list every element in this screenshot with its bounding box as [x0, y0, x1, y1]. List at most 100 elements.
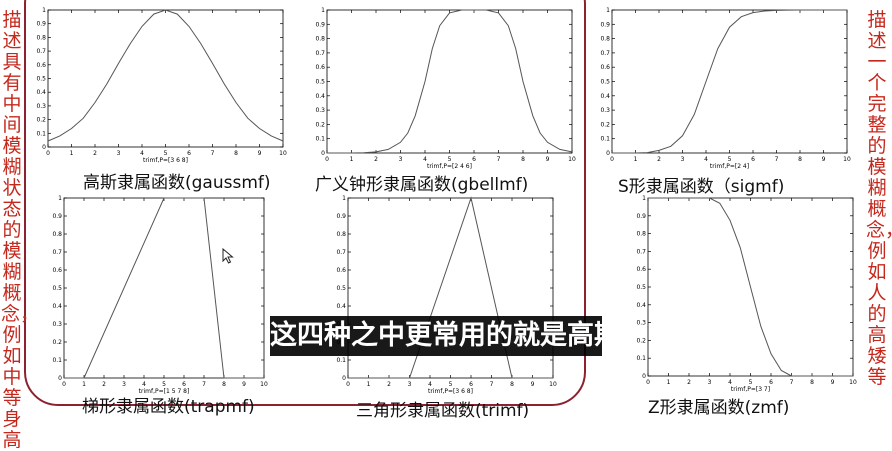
zmf-xtick-label: 1: [667, 379, 671, 386]
trimf-xtick-label: 4: [428, 381, 432, 388]
gaussmf-xtick-label: 2: [93, 150, 97, 157]
sigmf-ytick-label: 0.5: [600, 79, 610, 86]
trimf-ytick-label: 0: [342, 375, 346, 382]
zmf-xtick-label: 8: [810, 379, 814, 386]
gaussmf-ytick-label: 0.1: [36, 130, 46, 137]
zmf-series-line: [648, 197, 853, 377]
trapmf-xtick-label: 3: [122, 381, 126, 388]
gbellmf-ytick-label: 1: [321, 7, 325, 14]
trapmf-xtick-label: 9: [242, 381, 246, 388]
gaussmf-ytick-label: 0.6: [36, 62, 46, 69]
trimf-xtick-label: 0: [346, 381, 350, 388]
chart-gaussmf-plot: 0 1 2 3 4 5 6 7 8 9 10 0 0.1 0.2 0.3 0.4 0.5 0.6 0.7 0.8 0.9…: [36, 7, 287, 164]
gbellmf-xtick-label: 6: [472, 156, 476, 163]
trapmf-ytick-label: 0.9: [52, 213, 62, 220]
trimf-ytick-label: 0.6: [336, 267, 346, 274]
trimf-xtick-label: 10: [549, 381, 557, 388]
chart-trapmf: 0 1 2 3 4 5 6 7 8 9 10 0 0.1 0.2 0.3 0.4 0.5 0.6 0.7 0.8 0.9…: [42, 193, 274, 417]
gaussmf-xtick-label: 10: [279, 150, 287, 157]
trimf-ytick-label: 1: [342, 195, 346, 202]
zmf-xtick-label: 10: [849, 379, 857, 386]
sigmf-ytick-label: 0.7: [600, 50, 610, 57]
zmf-xtick-label: 6: [769, 379, 773, 386]
gaussmf-ytick-label: 0.8: [36, 34, 46, 41]
sigmf-xtick-label: 3: [681, 156, 685, 163]
sigmf-ytick-label: 0: [606, 150, 610, 157]
zmf-xlabel: trimf,P=[3 7]: [731, 386, 770, 393]
sigmf-ytick-label: 0.8: [600, 36, 610, 43]
gbellmf-ytick-label: 0.3: [315, 107, 325, 114]
trapmf-xtick-label: 8: [222, 381, 226, 388]
trapmf-xlabel: trimf,P=[1 5 7 8]: [139, 388, 190, 395]
gbellmf-xtick-label: 4: [423, 156, 427, 163]
trimf-ytick-label: 0.4: [336, 303, 346, 310]
trapmf-ytick-label: 0: [58, 375, 62, 382]
sigmf-xtick-label: 9: [822, 156, 826, 163]
trimf-ytick-label: 0.8: [336, 231, 346, 238]
trapmf-ytick-label: 0.2: [52, 339, 62, 346]
chart-zmf: 0 1 2 3 4 5 6 7 8 9 10 0 0.1 0.2 0.3 0.4 0.5 0.6 0.7 0.8 0.9…: [628, 193, 868, 418]
gbellmf-xtick-label: 7: [497, 156, 501, 163]
caption-sigmf: S形隶属函数（sigmf): [618, 177, 785, 197]
gaussmf-xtick-label: 3: [117, 150, 121, 157]
trimf-ytick-label: 0.1: [336, 357, 346, 364]
trapmf-xtick-label: 7: [202, 381, 206, 388]
gbellmf-xtick-label: 0: [325, 156, 329, 163]
trapmf-series-line: [64, 197, 264, 379]
gbellmf-axes-box: [326, 9, 573, 154]
sigmf-xtick-label: 8: [798, 156, 802, 163]
zmf-ytick-label: 0.6: [636, 266, 646, 273]
zmf-xtick-label: 2: [687, 379, 691, 386]
gaussmf-ytick-label: 0.5: [36, 76, 46, 83]
trimf-series-line: [348, 196, 553, 379]
zmf-ytick-label: 0.1: [636, 355, 646, 362]
zmf-ytick-label: 0.8: [636, 231, 646, 238]
caption-gaussmf: 高斯隶属函数(gaussmf): [83, 173, 271, 193]
sigmf-xtick-label: 10: [843, 156, 851, 163]
gaussmf-ytick-label: 0.2: [36, 117, 46, 124]
trimf-xtick-label: 3: [408, 381, 412, 388]
gbellmf-xtick-label: 9: [546, 156, 550, 163]
trapmf-xtick-label: 6: [182, 381, 186, 388]
trapmf-xtick-label: 2: [102, 381, 106, 388]
trimf-xtick-label: 1: [367, 381, 371, 388]
trapmf-ytick-label: 0.7: [52, 249, 62, 256]
gbellmf-series-line: [327, 9, 573, 154]
chart-gbellmf-plot: 0 1 2 3 4 5 6 7 8 9 10 0 0.1 0.2 0.3 0.4 0.5 0.6 0.7 0.8 0.9…: [315, 7, 576, 170]
sigmf-xtick-label: 1: [634, 156, 638, 163]
trapmf-xtick-label: 0: [62, 381, 66, 388]
chart-gbellmf: 0 1 2 3 4 5 6 7 8 9 10 0 0.1 0.2 0.3 0.4 0.5 0.6 0.7 0.8 0.9…: [305, 0, 581, 248]
sigmf-series-line: [612, 9, 847, 154]
trapmf-xtick-label: 10: [260, 381, 268, 388]
sigmf-ytick-label: 0.9: [600, 21, 610, 28]
trapmf-ytick-label: 0.3: [52, 321, 62, 328]
caption-gbellmf: 广义钟形隶属函数(gbellmf): [315, 175, 529, 195]
trapmf-ytick-label: 0.5: [52, 285, 62, 292]
gbellmf-xtick-label: 2: [374, 156, 378, 163]
highlight-frame: [24, 0, 586, 406]
chart-sigmf: 0 1 2 3 4 5 6 7 8 9 10 0 0.1 0.2 0.3 0.4 0.5 0.6 0.7 0.8 0.9…: [592, 0, 862, 248]
chart-trapmf-plot: 0 1 2 3 4 5 6 7 8 9 10 0 0.1 0.2 0.3 0.4 0.5 0.6 0.7 0.8 0.9…: [52, 195, 268, 395]
sigmf-xtick-label: 7: [775, 156, 779, 163]
gaussmf-xtick-label: 1: [70, 150, 74, 157]
gbellmf-xtick-label: 10: [568, 156, 576, 163]
chart-gaussmf: 0 1 2 3 4 5 6 7 8 9 10 0 0.1 0.2 0.3 0.4 0.5 0.6 0.7 0.8 0.9…: [28, 0, 290, 248]
gbellmf-ytick-label: 0.6: [315, 64, 325, 71]
gaussmf-xtick-label: 6: [187, 150, 191, 157]
sigmf-axes-box: [611, 9, 848, 154]
trapmf-ytick-label: 0.4: [52, 303, 62, 310]
trimf-xtick-label: 7: [490, 381, 494, 388]
zmf-xtick-label: 9: [831, 379, 835, 386]
chart-trimf: 01234567891000.10.20.30.40.50.60.70.80.9…: [328, 193, 568, 421]
gaussmf-axes-box: [47, 9, 284, 148]
gaussmf-xlabel: trimf,P=[3 6 8]: [143, 157, 188, 164]
gbellmf-ytick-label: 0.9: [315, 21, 325, 28]
caption-trapmf: 梯形隶属函数(trapmf): [82, 397, 255, 417]
trapmf-axes-box: [63, 197, 265, 379]
gbellmf-ytick-label: 0: [321, 150, 325, 157]
sigmf-ytick-label: 1: [606, 7, 610, 14]
gbellmf-ytick-label: 0.1: [315, 136, 325, 143]
zmf-ytick-label: 1: [642, 195, 646, 202]
trimf-xtick-label: 6: [469, 381, 473, 388]
zmf-ytick-label: 0.4: [636, 302, 646, 309]
